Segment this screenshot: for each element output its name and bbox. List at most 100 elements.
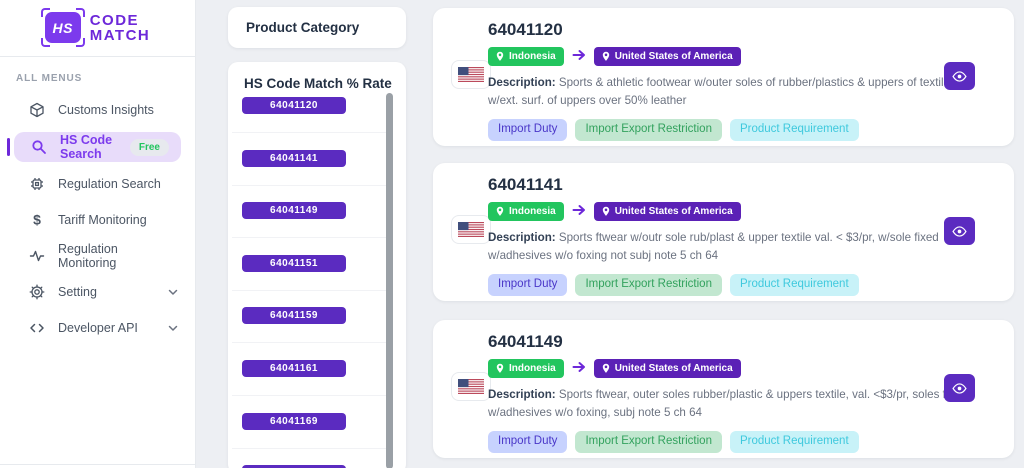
hs-code-title: 64041141 [488, 175, 563, 194]
trade-route: Indonesia United States of America [488, 202, 988, 221]
product-requirement-tag: Product Requirement [729, 118, 859, 141]
sidebar-item-label: Setting [58, 285, 97, 299]
product-category-title: Product Category [246, 20, 360, 35]
sidebar-item-label: HS Code Search [60, 133, 113, 161]
chevron-down-icon [167, 322, 179, 334]
chip-icon [28, 176, 45, 193]
active-indicator [7, 138, 10, 156]
import-export-restriction-tag: Import Export Restriction [575, 430, 722, 453]
hs-code-button-partial[interactable] [242, 465, 346, 468]
hs-code-title: 64041120 [488, 20, 563, 39]
trade-route: Indonesia United States of America [488, 359, 988, 378]
us-flag-icon [451, 372, 491, 401]
tag-row: Import Duty Import Export Restriction Pr… [488, 273, 988, 296]
tag-row: Import Duty Import Export Restriction Pr… [488, 430, 988, 453]
sidebar: HS CODE MATCH ALL MENUS Customs Insights… [0, 0, 196, 468]
origin-badge: Indonesia [488, 202, 564, 221]
sidebar-divider [0, 56, 195, 57]
code-row: 64041120 [228, 97, 406, 150]
chevron-down-icon [167, 286, 179, 298]
sidebar-item-label: Customs Insights [58, 103, 154, 117]
result-card: 64041141 Indonesia United States of Amer… [433, 163, 1014, 301]
description-text: Description: Sports ftwear w/outr sole r… [488, 231, 939, 262]
us-flag-icon [451, 215, 491, 244]
destination-badge: United States of America [593, 47, 741, 66]
activity-icon [28, 248, 45, 265]
sidebar-item-customs-insights[interactable]: Customs Insights [0, 92, 195, 128]
sidebar-item-regulation-search[interactable]: Regulation Search [0, 166, 195, 202]
import-export-restriction-tag: Import Export Restriction [575, 273, 722, 296]
sidebar-menu: Customs Insights HS Code Search Free Reg… [0, 92, 195, 346]
hs-logo-icon: HS [40, 8, 85, 47]
import-duty-tag: Import Duty [488, 118, 568, 141]
view-details-button[interactable] [944, 217, 975, 245]
arrow-right-icon [572, 203, 586, 221]
match-rate-title: HS Code Match % Rate [244, 76, 392, 91]
eye-icon [952, 70, 967, 82]
description-text: Description: Sports ftwear, outer soles … [488, 388, 968, 419]
hs-code-button[interactable]: 64041120 [242, 97, 346, 114]
eye-icon [952, 225, 967, 237]
gear-icon [28, 284, 45, 301]
sidebar-item-label: Regulation Monitoring [58, 242, 118, 270]
hs-code-title: 64041149 [488, 332, 563, 351]
hs-code-button[interactable]: 64041159 [242, 307, 346, 325]
origin-badge: Indonesia [488, 359, 564, 378]
tag-row: Import Duty Import Export Restriction Pr… [488, 118, 988, 141]
arrow-right-icon [572, 360, 586, 378]
pin-icon [496, 206, 504, 216]
us-flag-icon [451, 60, 491, 89]
product-category-card[interactable]: Product Category [228, 7, 406, 48]
logo-hs-text: HS [52, 19, 73, 36]
product-requirement-tag: Product Requirement [729, 273, 859, 296]
sidebar-item-hs-code-search[interactable]: HS Code Search Free [7, 132, 181, 162]
code-row: 64041161 [228, 359, 406, 413]
import-export-restriction-tag: Import Export Restriction [575, 118, 722, 141]
hs-code-button[interactable]: 64041169 [242, 412, 346, 430]
product-requirement-tag: Product Requirement [729, 430, 859, 453]
import-duty-tag: Import Duty [488, 430, 568, 453]
hs-code-button[interactable]: 64041151 [242, 254, 346, 272]
sidebar-item-label: Developer API [58, 321, 138, 335]
all-menus-label: ALL MENUS [16, 73, 83, 84]
eye-icon [952, 382, 967, 394]
dollar-icon: $ [28, 212, 45, 229]
free-badge: Free [129, 138, 169, 156]
hs-code-button[interactable]: 64041141 [242, 149, 346, 167]
sidebar-item-setting[interactable]: Setting [0, 274, 195, 310]
sidebar-item-label: Regulation Search [58, 177, 161, 191]
pin-icon [602, 363, 609, 373]
scrollbar[interactable] [386, 93, 393, 468]
hs-code-button[interactable]: 64041161 [242, 359, 346, 377]
code-row [228, 465, 406, 468]
description-text: Description: Sports & athletic footwear … [488, 76, 954, 107]
code-row: 64041169 [228, 412, 406, 466]
hs-code-match-rate-card: HS Code Match % Rate 64041120 64041141 6… [228, 62, 406, 468]
logo-wordmark: CODE MATCH [89, 11, 151, 44]
sidebar-item-regulation-monitoring[interactable]: Regulation Monitoring [0, 238, 195, 274]
sidebar-item-label: Tariff Monitoring [58, 213, 147, 227]
destination-badge: United States of America [593, 202, 741, 221]
code-row: 64041159 [228, 307, 406, 360]
svg-text:$: $ [33, 212, 41, 228]
destination-badge: United States of America [593, 359, 741, 378]
view-details-button[interactable] [944, 374, 975, 402]
code-row: 64041141 [228, 149, 406, 203]
pin-icon [602, 206, 609, 216]
sidebar-item-developer-api[interactable]: Developer API [0, 310, 195, 346]
code-icon [28, 320, 45, 337]
pin-icon [602, 51, 609, 61]
hs-code-button[interactable]: 64041149 [242, 202, 346, 220]
pin-icon [496, 363, 504, 373]
app-logo[interactable]: HS CODE MATCH [0, 0, 195, 56]
view-details-button[interactable] [944, 62, 975, 90]
origin-badge: Indonesia [488, 47, 564, 66]
code-row: 64041149 [228, 202, 406, 255]
code-row: 64041151 [228, 254, 406, 308]
hs-code-list: 64041120 64041141 64041149 64041151 6404… [228, 97, 406, 468]
pin-icon [496, 51, 504, 61]
arrow-right-icon [572, 48, 586, 66]
sidebar-item-tariff-monitoring[interactable]: $ Tariff Monitoring [0, 202, 195, 238]
trade-route: Indonesia United States of America [488, 47, 988, 66]
result-card: 64041149 Indonesia United States of Amer… [433, 320, 1014, 458]
